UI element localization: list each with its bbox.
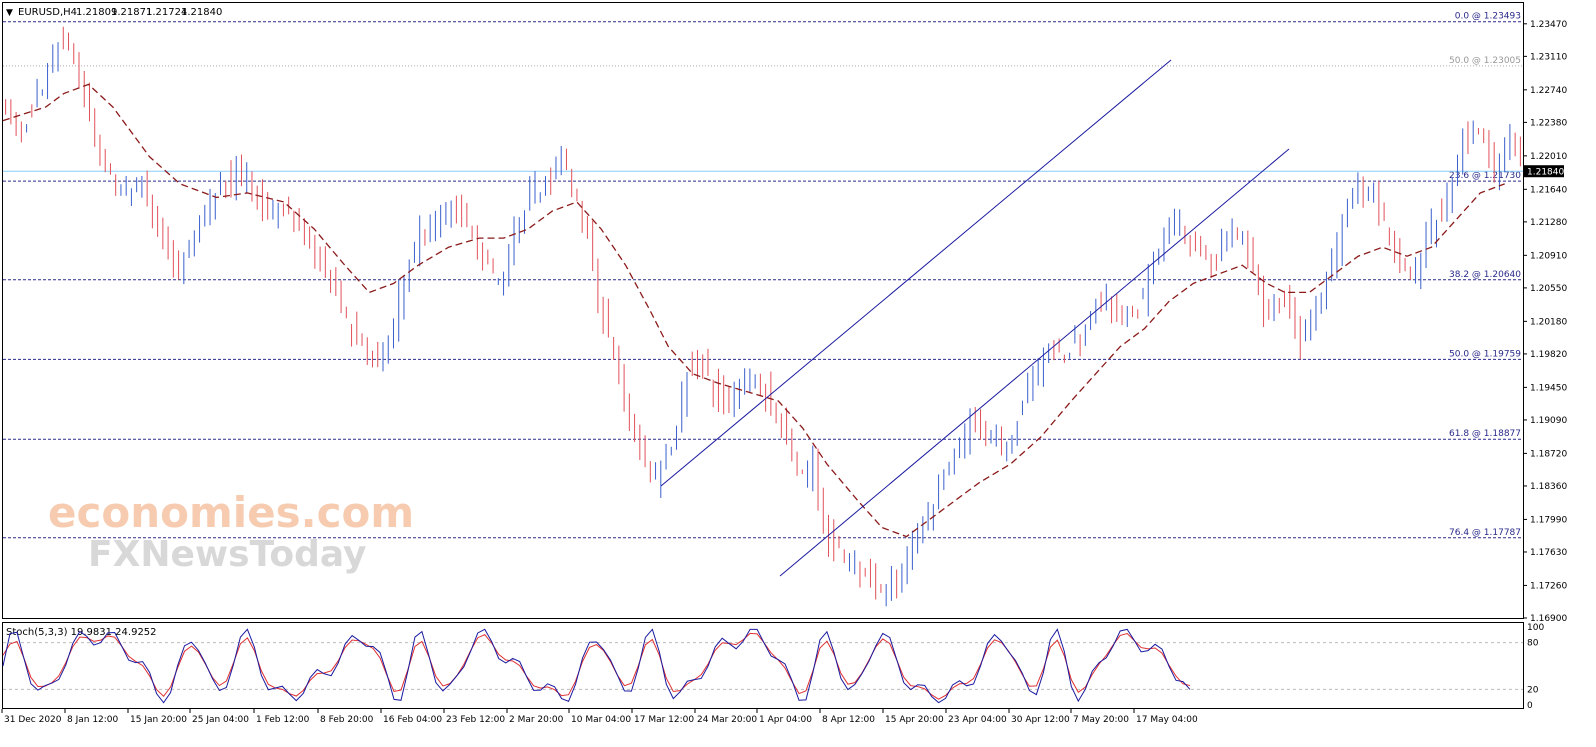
- y-tick-label: 1.23110: [1530, 52, 1567, 62]
- fib-label: 76.4 @ 1.17787: [1449, 528, 1521, 538]
- x-tick-label: 1 Apr 04:00: [759, 715, 812, 725]
- stoch-main-line: [2, 628, 1191, 704]
- x-tick-label: 23 Apr 04:00: [948, 715, 1007, 725]
- stoch-tick-label: 100: [1527, 623, 1544, 633]
- x-tick-label: 2 Mar 20:00: [509, 715, 564, 725]
- stoch-tick-label: 80: [1527, 639, 1539, 649]
- y-tick-label: 1.22380: [1530, 118, 1567, 128]
- chart-close: 1.21840: [181, 7, 222, 18]
- x-tick-label: 15 Jan 20:00: [130, 715, 187, 725]
- stoch-tick-label: 0: [1527, 701, 1533, 711]
- x-tick-label: 24 Mar 20:00: [697, 715, 757, 725]
- y-tick-label: 1.19090: [1530, 416, 1567, 426]
- fib-label: 23.6 @ 1.21730: [1449, 171, 1521, 181]
- price-axis: 1.23470 1.23110 1.22740 1.22380 1.22010 1.216…: [1523, 20, 1567, 624]
- chart-symbol: EURUSD,H4: [18, 7, 77, 18]
- chart-open: 1.21809: [76, 7, 117, 18]
- stoch-signal-line: [2, 632, 1191, 700]
- x-tick-label: 30 Apr 12:00: [1011, 715, 1070, 725]
- x-tick-label: 17 May 04:00: [1136, 715, 1198, 725]
- main-chart-frame: [2, 2, 1524, 619]
- channel-upper-line: [660, 59, 1172, 487]
- y-tick-label: 1.18720: [1530, 449, 1567, 459]
- y-tick-label: 1.19450: [1530, 383, 1567, 393]
- y-tick-label: 1.21640: [1530, 185, 1567, 195]
- watermark-brand: economies.com: [48, 488, 414, 537]
- x-tick-label: 10 Mar 04:00: [571, 715, 631, 725]
- y-tick-label: 1.22740: [1530, 86, 1567, 96]
- watermark-sub: FXNewsToday: [88, 534, 367, 575]
- stoch-tick-label: 20: [1527, 685, 1539, 695]
- x-tick-label: 16 Feb 04:00: [383, 715, 442, 725]
- x-tick-label: 25 Jan 04:00: [192, 715, 249, 725]
- chart-low: 1.21724: [146, 7, 187, 18]
- x-tick-label: 8 Feb 20:00: [320, 715, 374, 725]
- current-price-badge: [1524, 165, 1564, 178]
- y-tick-label: 1.20180: [1530, 317, 1567, 327]
- y-tick-label: 1.20910: [1530, 251, 1567, 261]
- ma-line: [2, 83, 1505, 538]
- x-tick-label: 7 May 20:00: [1073, 715, 1129, 725]
- x-tick-label: 8 Jan 12:00: [67, 715, 119, 725]
- y-tick-label: 1.19820: [1530, 350, 1567, 360]
- fib-label: 50.0 @ 1.19759: [1449, 349, 1521, 359]
- x-tick-label: 15 Apr 20:00: [885, 715, 944, 725]
- fib-label: 0.0 @ 1.23493: [1455, 12, 1521, 22]
- time-axis: 31 Dec 2020 8 Jan 12:00 15 Jan 20:00 25 Jan…: [1, 709, 1198, 725]
- x-tick-label: 23 Feb 12:00: [446, 715, 505, 725]
- trend-channel[interactable]: [660, 59, 1290, 577]
- fib-levels: 0.0 @ 1.23493 50.0 @ 1.23005 23.6 @ 1.2173…: [3, 12, 1523, 539]
- stoch-chart-frame: [2, 622, 1524, 709]
- x-tick-label: 1 Feb 12:00: [256, 715, 310, 725]
- y-tick-label: 1.21280: [1530, 218, 1567, 228]
- channel-lower-line: [779, 148, 1290, 577]
- chart-header-arrow-icon[interactable]: ▼: [6, 8, 13, 18]
- fib-label: 61.8 @ 1.18877: [1449, 429, 1521, 439]
- y-tick-label: 1.17990: [1530, 515, 1567, 525]
- y-tick-label: 1.17260: [1530, 581, 1567, 591]
- y-tick-label: 1.20550: [1530, 284, 1567, 294]
- chart-high: 1.21871: [111, 7, 152, 18]
- x-tick-label: 31 Dec 2020: [4, 715, 62, 725]
- fib-label: 38.2 @ 1.20640: [1449, 270, 1521, 280]
- candles: [5, 26, 1521, 607]
- x-tick-label: 17 Mar 12:00: [634, 715, 694, 725]
- y-tick-label: 1.23470: [1530, 20, 1567, 30]
- current-price-badge-label: 1.21840: [1527, 168, 1564, 178]
- fib-label: 50.0 @ 1.23005: [1449, 56, 1521, 66]
- moving-average: [2, 83, 1505, 538]
- stochastic-panel: 100 80 20 0: [2, 623, 1544, 711]
- y-tick-label: 1.22010: [1530, 152, 1567, 162]
- x-tick-label: 8 Apr 12:00: [822, 715, 875, 725]
- y-tick-label: 1.17630: [1530, 548, 1567, 558]
- y-tick-label: 1.16900: [1530, 614, 1567, 624]
- y-tick-label: 1.18360: [1530, 482, 1567, 492]
